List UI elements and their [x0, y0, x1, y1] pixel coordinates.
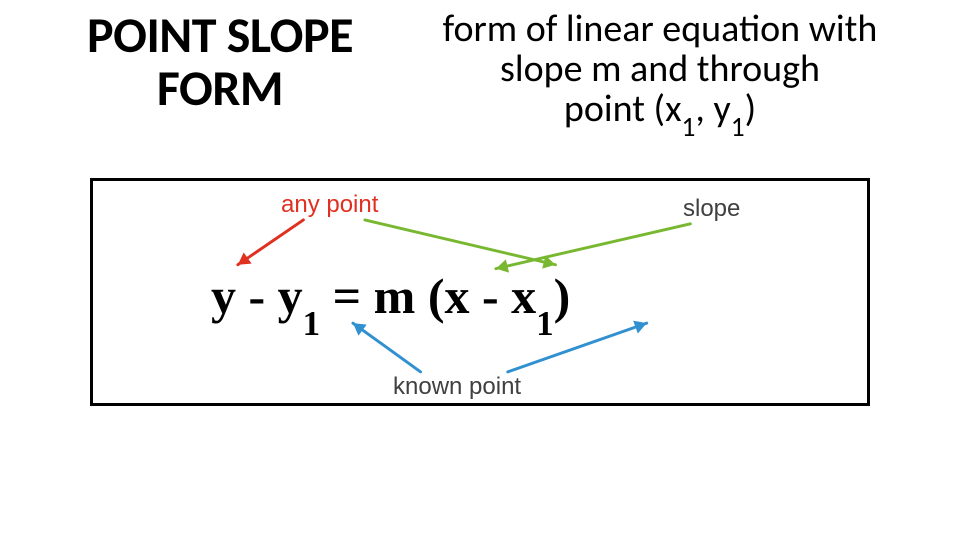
- label-any-point: any point: [281, 191, 378, 219]
- equation-diagram: y - y1 = m (x - x1) any point slope know…: [90, 178, 870, 406]
- label-slope: slope: [683, 195, 740, 223]
- title-line2: FORM: [157, 58, 283, 119]
- equation: y - y1 = m (x - x1): [211, 267, 570, 333]
- eq-rparen: ): [554, 268, 571, 324]
- description: form of linear equation with slope m and…: [380, 10, 920, 136]
- eq-y: y: [211, 268, 236, 324]
- eq-x1: x: [511, 268, 536, 324]
- label-known-point: known point: [393, 373, 521, 401]
- eq-m: m: [374, 268, 416, 324]
- eq-minus1: -: [236, 268, 278, 324]
- eq-y1-sub: 1: [303, 304, 321, 343]
- eq-minus2: -: [469, 268, 511, 324]
- eq-equals: =: [320, 268, 374, 324]
- eq-y1: y: [278, 268, 303, 324]
- desc-line3: point (x1, y1): [564, 86, 756, 132]
- eq-x: x: [444, 268, 469, 324]
- page-title: POINT SLOPE FORM: [60, 10, 380, 115]
- eq-x1-sub: 1: [536, 304, 554, 343]
- eq-spc: [415, 268, 428, 324]
- eq-lparen: (: [428, 268, 445, 324]
